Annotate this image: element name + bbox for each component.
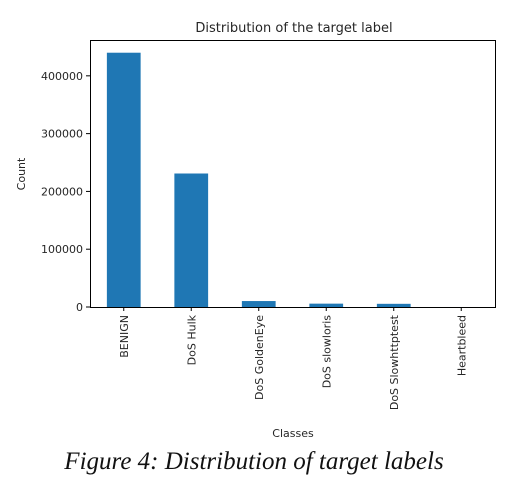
bar-dos-slowloris — [309, 303, 344, 307]
y-tick-label: 0 — [76, 301, 83, 314]
chart-title: Distribution of the target label — [195, 21, 392, 36]
y-tick-label: 300000 — [41, 128, 83, 141]
x-tick-label: Heartbleed — [455, 315, 468, 376]
bar-dos-goldeneye — [241, 301, 276, 307]
y-tick-label: 200000 — [41, 185, 83, 198]
y-tick-label: 400000 — [41, 70, 83, 83]
bar-dos-slowhttptest — [376, 303, 411, 307]
x-tick-label: DoS slowloris — [320, 315, 333, 389]
x-axis-label: Classes — [272, 427, 314, 440]
y-tick-label: 100000 — [41, 243, 83, 256]
x-tick-label: DoS Hulk — [185, 314, 198, 365]
plot-area: BENIGN DoS Hulk DoS GoldenEye DoS slowloris… — [41, 52, 479, 410]
bar-dos-hulk — [174, 173, 209, 307]
y-axis-label: Count — [15, 157, 28, 190]
bar-benign — [106, 52, 141, 307]
x-tick-label: BENIGN — [118, 315, 131, 358]
bar-chart: Distribution of the target label BENIGN D… — [15, 21, 496, 440]
x-tick-label: DoS GoldenEye — [253, 315, 266, 400]
figure-caption: Figure 4: Distribution of target labels — [64, 448, 444, 475]
plot-frame — [90, 40, 496, 308]
x-tick-label: DoS Slowhttptest — [388, 314, 401, 410]
